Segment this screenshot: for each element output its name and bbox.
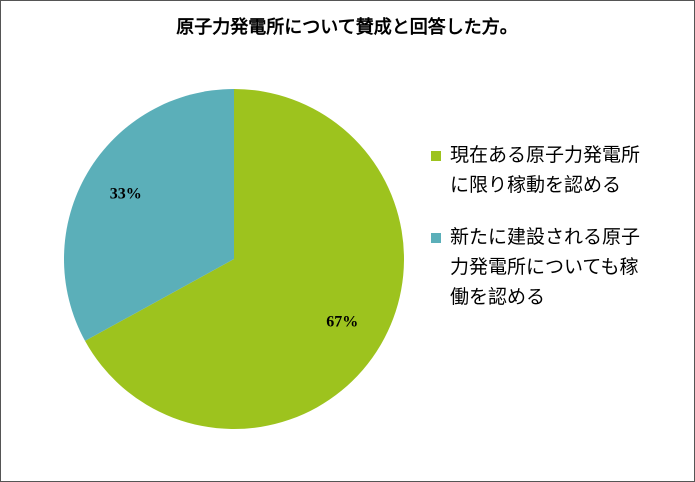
legend-swatch xyxy=(431,151,441,161)
chart-title: 原子力発電所について賛成と回答した方。 xyxy=(176,16,517,37)
legend-item: 現在ある原子力発電所に限り稼動を認める xyxy=(431,141,644,201)
data-label: 67% xyxy=(326,314,358,331)
legend-item: 新たに建設される原子力発電所についても稼働を認める xyxy=(431,223,644,313)
pie-slice xyxy=(63,89,234,341)
legend-swatch xyxy=(431,233,441,243)
legend-label: 現在ある原子力発電所に限り稼動を認める xyxy=(450,145,641,196)
legend: 現在ある原子力発電所に限り稼動を認める新たに建設される原子力発電所についても稼働… xyxy=(431,141,681,335)
legend-label: 新たに建設される原子力発電所についても稼働を認める xyxy=(450,227,641,308)
data-label: 33% xyxy=(110,186,142,203)
pie-slice xyxy=(85,89,404,429)
